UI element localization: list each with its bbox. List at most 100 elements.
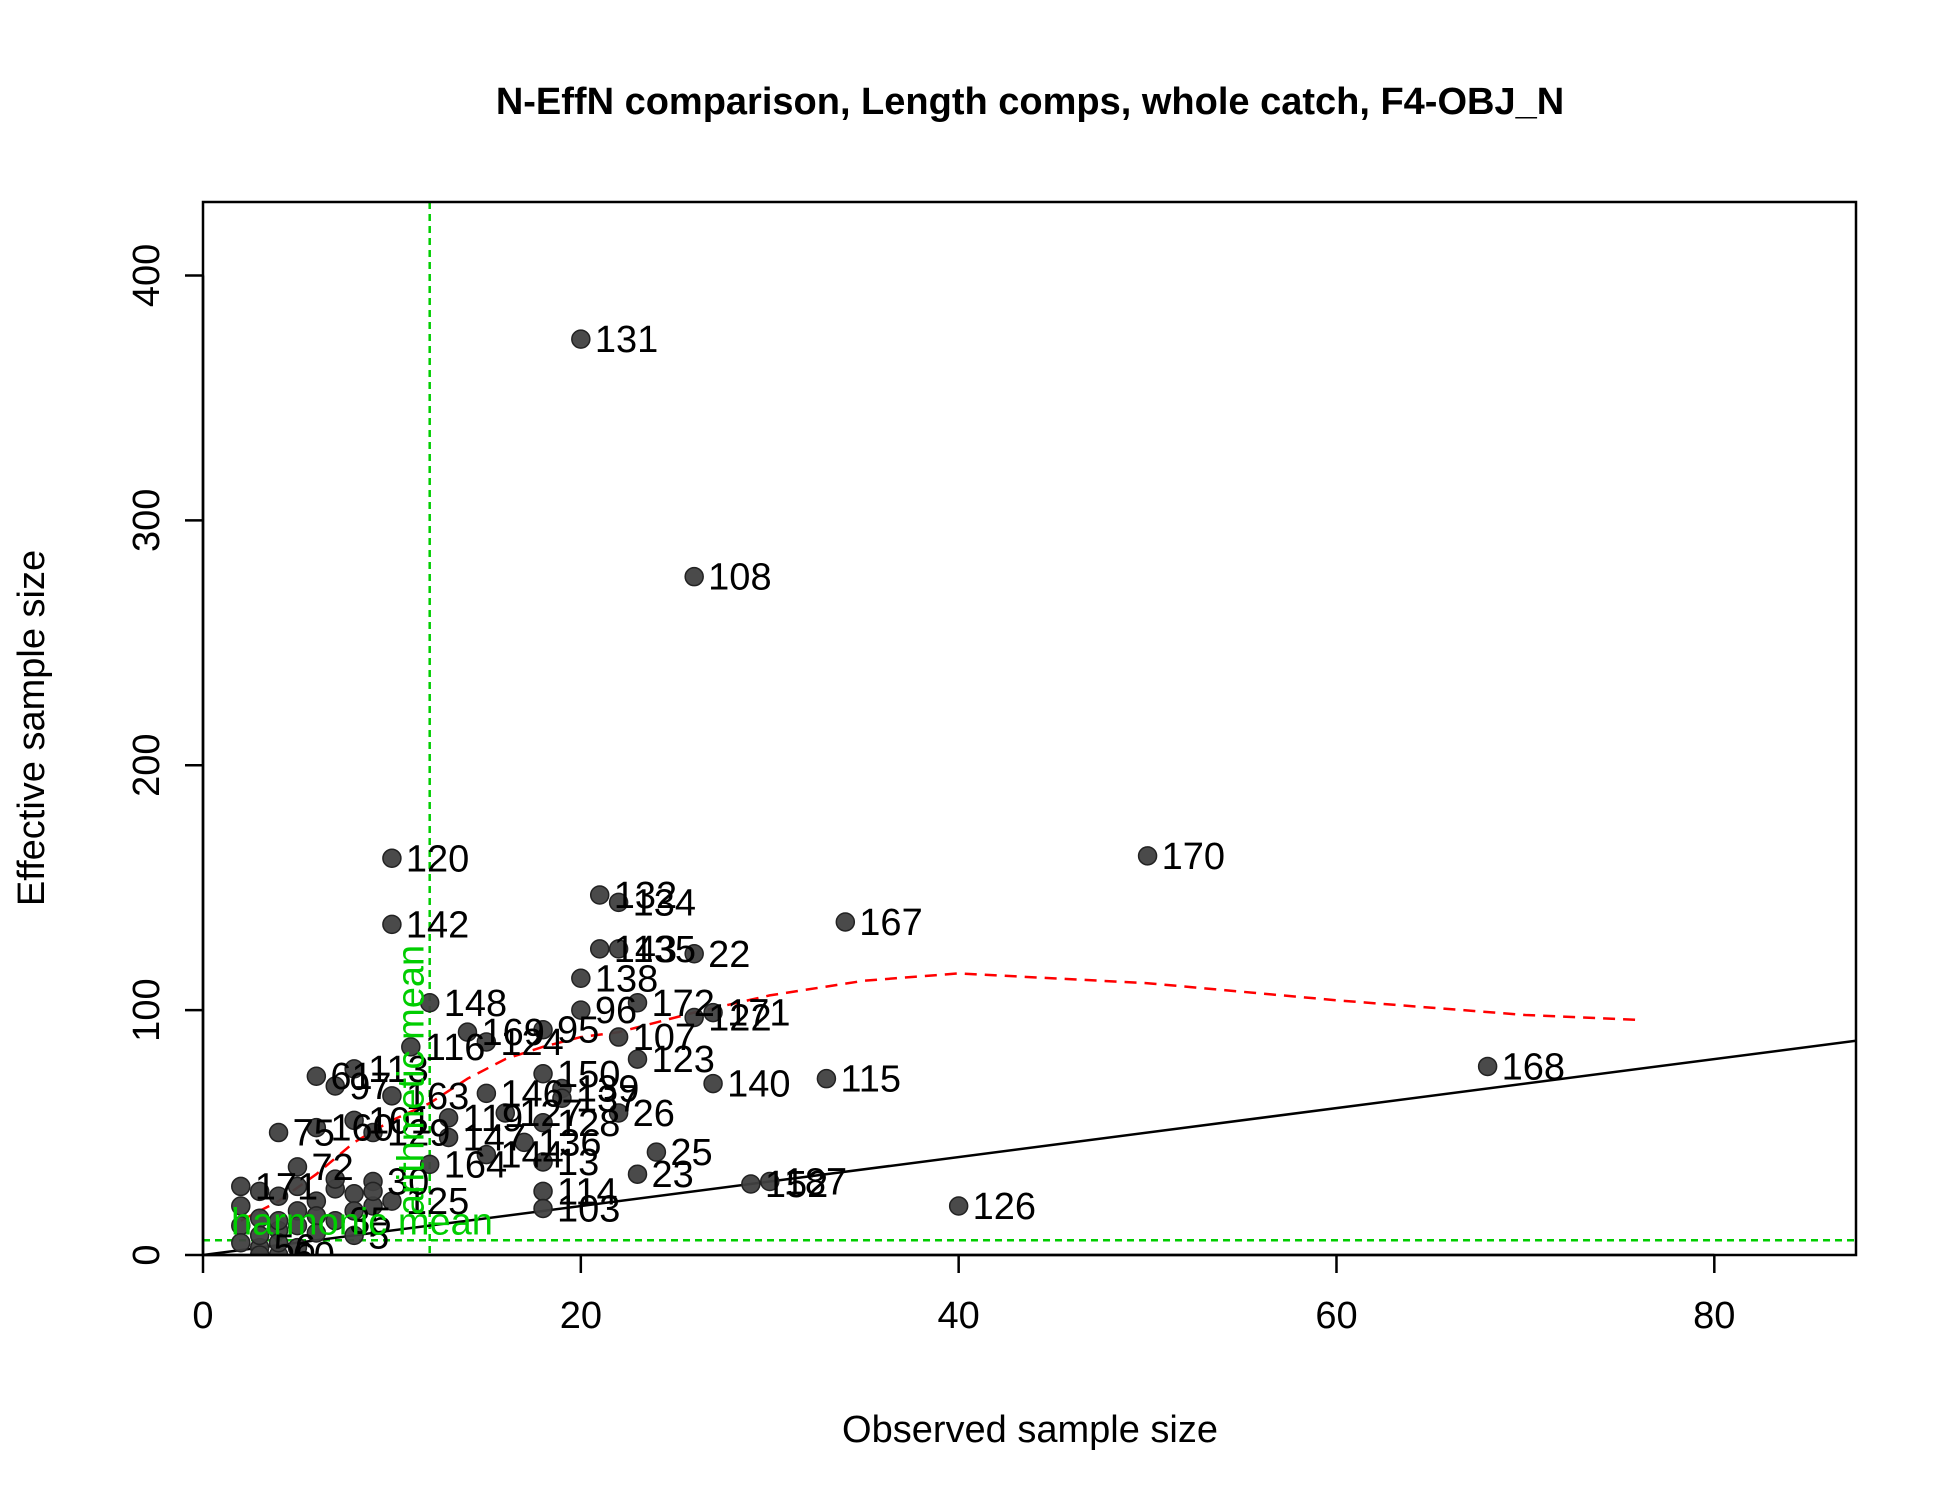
data-point-label: 171 [255, 1166, 318, 1208]
data-point-label: 113 [368, 1049, 429, 1091]
data-point-label: 107 [633, 1017, 696, 1059]
data-point-label: 97 [349, 1066, 391, 1108]
data-point [1137, 846, 1158, 866]
data-point [571, 968, 591, 989]
data-point [363, 1181, 383, 1202]
data-point [684, 1007, 704, 1028]
data-point [741, 1174, 761, 1194]
data-point [816, 1068, 837, 1089]
data-point-label: 95 [557, 1010, 599, 1052]
x-tick-label: 0 [192, 1295, 213, 1337]
data-point-label: 124 [500, 1022, 563, 1064]
data-point [608, 939, 629, 959]
data-point [533, 1152, 553, 1172]
data-point [684, 944, 704, 964]
data-point [571, 1000, 591, 1020]
data-point [948, 1196, 969, 1216]
data-point [268, 1233, 289, 1253]
y-tick-label: 400 [126, 244, 168, 307]
data-point-label: 30 [387, 1162, 429, 1204]
data-point-label: 72 [311, 1147, 353, 1189]
data-point-label: 163 [406, 1076, 469, 1118]
x-axis: 0 20 40 60 80 [192, 1253, 1735, 1337]
y-axis: 0 100 200 300 400 [126, 244, 205, 1266]
y-tick-label: 200 [126, 734, 168, 797]
data-point [382, 1191, 402, 1211]
data-point [287, 1237, 308, 1255]
data-point [703, 1073, 723, 1094]
x-tick-label: 60 [1315, 1295, 1357, 1337]
data-point-label: 108 [708, 557, 771, 599]
data-point [401, 1037, 421, 1057]
data-point [627, 1049, 648, 1069]
data-point [608, 1103, 629, 1123]
data-point-label: 122 [708, 997, 771, 1039]
data-point-label: 128 [557, 1103, 620, 1145]
data-point [608, 892, 629, 913]
data-point [552, 1088, 572, 1109]
data-point [533, 1064, 553, 1084]
data-point-label: 135 [633, 929, 696, 971]
x-axis-title: Observed sample size [842, 1409, 1218, 1451]
data-point-label: 150 [557, 1054, 620, 1096]
data-point [457, 1022, 478, 1042]
data-point-label: 126 [973, 1186, 1036, 1228]
data-point [268, 1122, 289, 1143]
data-point [344, 1059, 364, 1079]
data-point-label: 5 [368, 1215, 389, 1257]
data-point [476, 1083, 497, 1104]
data-point [287, 1176, 308, 1197]
data-point-label: 167 [859, 902, 922, 944]
data-point [306, 1223, 327, 1243]
data-point-label: 160 [330, 1108, 393, 1150]
data-point [1477, 1056, 1498, 1077]
data-point-label: 134 [633, 882, 696, 924]
data-point-label: 96 [595, 990, 637, 1032]
data-point [249, 1181, 270, 1202]
data-point-label: 137 [576, 1078, 639, 1120]
data-point [533, 1019, 553, 1040]
x-tick-label: 20 [560, 1295, 602, 1337]
data-point [231, 1176, 251, 1197]
data-point-label: 116 [425, 1027, 486, 1069]
data-point-label: 140 [727, 1064, 790, 1106]
data-point [759, 1171, 780, 1192]
data-point-label: 60 [293, 1235, 335, 1277]
one-to-one-line-group [203, 1039, 1856, 1255]
data-point [363, 1122, 383, 1143]
data-point [533, 1181, 553, 1202]
data-point [627, 993, 648, 1013]
data-point-label: 144 [500, 1135, 563, 1177]
data-point [231, 1233, 251, 1253]
data-point-label: 75 [293, 1113, 335, 1155]
data-point-label: 115 [840, 1059, 901, 1101]
data-point [268, 1210, 289, 1231]
data-point-label: 148 [444, 983, 507, 1025]
data-point [382, 1086, 402, 1106]
reference-lines [203, 202, 1856, 1255]
data-point-label: 35 [349, 1201, 391, 1243]
data-point [419, 993, 440, 1013]
y-tick-label: 100 [126, 978, 168, 1041]
data-point-label: 131 [595, 319, 658, 361]
data-point [571, 329, 591, 349]
harmonic-mean-label: harmonic mean [231, 1201, 493, 1243]
data-point [344, 1225, 364, 1246]
data-point-label: 13 [557, 1142, 599, 1184]
data-point-label: 138 [595, 958, 658, 1000]
points-group [231, 329, 1498, 1255]
arithmetic-mean-label: arithmetic mean [391, 945, 433, 1215]
x-tick-label: 80 [1693, 1295, 1735, 1337]
data-point [476, 1144, 497, 1165]
data-point [684, 566, 704, 587]
x-tick-label: 40 [938, 1295, 980, 1337]
data-point [646, 1142, 667, 1162]
data-point [382, 848, 402, 869]
data-point-label: 170 [1162, 836, 1225, 878]
data-point [533, 1113, 553, 1133]
data-point-label: 136 [538, 1122, 601, 1164]
data-point [495, 1103, 516, 1123]
data-point-label: 164 [444, 1144, 507, 1186]
data-point [287, 1215, 308, 1236]
